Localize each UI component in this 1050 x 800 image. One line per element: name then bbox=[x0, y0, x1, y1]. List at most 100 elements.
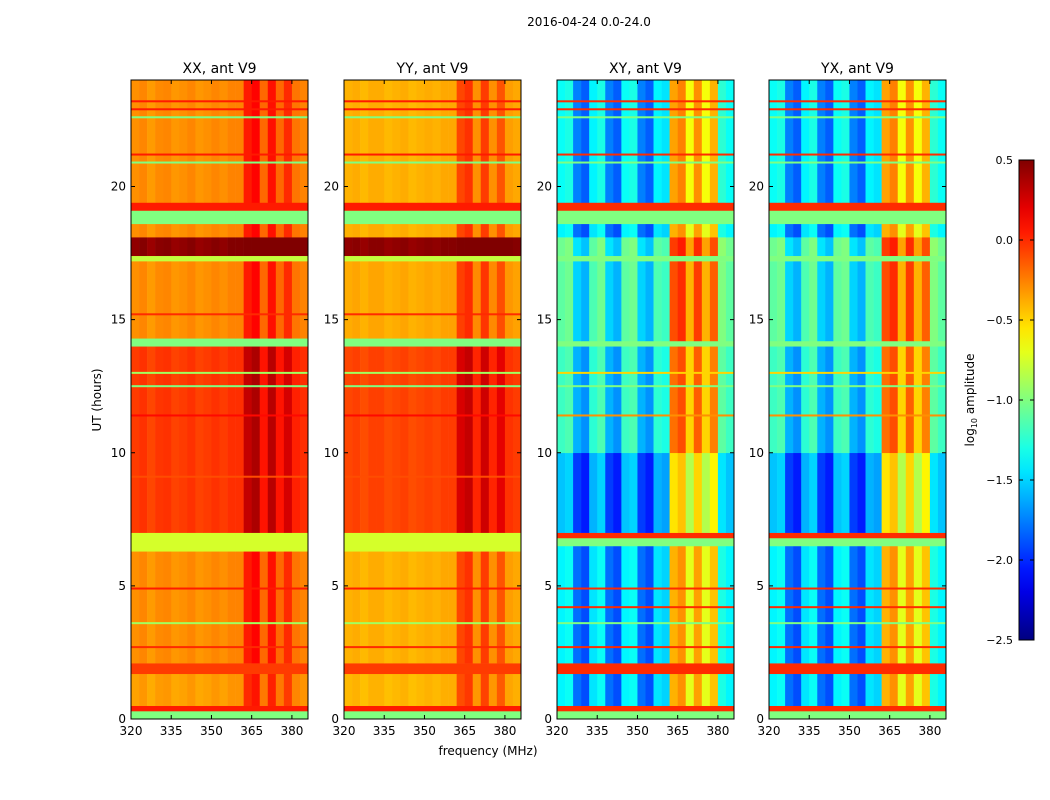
heatmap-cell bbox=[833, 346, 842, 454]
flagged-line bbox=[131, 622, 308, 625]
heatmap-cell bbox=[416, 346, 425, 533]
heatmap-cell bbox=[496, 80, 506, 203]
heatmap-cell bbox=[825, 237, 834, 257]
heatmap-cell bbox=[275, 80, 285, 203]
heatmap-cell bbox=[557, 237, 566, 257]
heatmap-cell bbox=[629, 223, 638, 238]
heatmap-cell bbox=[597, 223, 606, 238]
heatmap-cell bbox=[621, 261, 630, 342]
heatmap-cell bbox=[368, 237, 377, 257]
heatmap-cell bbox=[597, 346, 606, 454]
heatmap-cell bbox=[291, 223, 301, 238]
heatmap-cell bbox=[701, 673, 711, 706]
x-tick-label: 365 bbox=[240, 724, 263, 738]
heatmap-cell bbox=[817, 80, 826, 203]
heatmap-row bbox=[344, 255, 521, 262]
heatmap-cell bbox=[613, 80, 622, 203]
heatmap-cell bbox=[195, 673, 204, 706]
heatmap-cell bbox=[344, 237, 353, 257]
heatmap-cell bbox=[597, 80, 606, 203]
heatmap-row bbox=[557, 663, 734, 675]
heatmap-cell bbox=[392, 261, 401, 339]
heatmap-cell bbox=[139, 261, 148, 339]
heatmap-cell bbox=[424, 80, 433, 203]
heatmap-cell bbox=[267, 346, 277, 533]
heatmap-cell bbox=[565, 346, 574, 454]
heatmap-cell bbox=[905, 545, 915, 664]
heatmap-row bbox=[557, 537, 734, 547]
heatmap-cell bbox=[203, 673, 212, 706]
heatmap-cell bbox=[785, 346, 794, 454]
heatmap-cell bbox=[653, 237, 662, 257]
heatmap-cell bbox=[488, 346, 498, 533]
heatmap-cell bbox=[725, 452, 735, 533]
heatmap-cell bbox=[685, 673, 695, 706]
colorbar-label-rest: amplitude bbox=[963, 354, 977, 418]
heatmap-cell bbox=[187, 237, 196, 257]
heatmap-cell bbox=[817, 346, 826, 454]
heatmap-cell bbox=[629, 346, 638, 454]
heatmap-cell bbox=[621, 223, 630, 238]
heatmap-cell bbox=[565, 237, 574, 257]
y-tick-label: 15 bbox=[749, 313, 764, 327]
y-axis-label: UT (hours) bbox=[90, 368, 104, 431]
heatmap-cell bbox=[777, 223, 786, 238]
heatmap-cell bbox=[881, 346, 890, 454]
heatmap-cell bbox=[857, 223, 866, 238]
heatmap-cell bbox=[661, 223, 670, 238]
heatmap-cell bbox=[905, 223, 915, 238]
heatmap-cell bbox=[817, 452, 826, 533]
heatmap-cell bbox=[275, 551, 285, 664]
heatmap-cell bbox=[299, 237, 309, 257]
heatmap-cell bbox=[139, 223, 148, 238]
heatmap-cell bbox=[621, 452, 630, 533]
heatmap-cell bbox=[621, 545, 630, 664]
heatmap-cell bbox=[179, 237, 188, 257]
heatmap-cell bbox=[448, 80, 457, 203]
heatmap-cell bbox=[693, 545, 703, 664]
heatmap-cell bbox=[203, 261, 212, 339]
heatmap-cell bbox=[376, 80, 385, 203]
figure-title: 2016-04-24 0.0-24.0 bbox=[527, 15, 651, 29]
heatmap-cell bbox=[384, 80, 393, 203]
heatmap-cell bbox=[392, 551, 401, 664]
heatmap-cell bbox=[392, 346, 401, 533]
panel-yy: YY, ant V9 320 335 350 365 380 0 5 10 15 20 bbox=[324, 61, 522, 738]
heatmap-cell bbox=[408, 237, 417, 257]
heatmap-cell bbox=[275, 346, 285, 533]
heatmap-cell bbox=[865, 80, 874, 203]
heatmap-cell bbox=[645, 80, 654, 203]
heatmap-cell bbox=[905, 452, 915, 533]
y-tick-label: 10 bbox=[749, 446, 764, 460]
heatmap-cell bbox=[685, 452, 695, 533]
heatmap-cell bbox=[299, 80, 309, 203]
heatmap-cell bbox=[163, 673, 172, 706]
heatmap-cell bbox=[291, 237, 301, 257]
heatmap-cell bbox=[581, 261, 590, 342]
heatmap-cell bbox=[440, 673, 449, 706]
heatmap-cell bbox=[849, 237, 858, 257]
heatmap-cell bbox=[605, 261, 614, 342]
heatmap-cell bbox=[344, 223, 353, 238]
heatmap-cell bbox=[793, 346, 802, 454]
y-tick-label: 5 bbox=[118, 579, 126, 593]
heatmap-cell bbox=[235, 551, 244, 664]
flagged-line bbox=[131, 313, 308, 316]
x-tick-label: 350 bbox=[626, 724, 649, 738]
heatmap-cell bbox=[725, 545, 735, 664]
heatmap-cell bbox=[368, 673, 377, 706]
heatmap-cell bbox=[291, 551, 301, 664]
heatmap-cell bbox=[400, 346, 409, 533]
heatmap-cell bbox=[685, 80, 695, 203]
heatmap-cell bbox=[504, 237, 514, 257]
heatmap-cell bbox=[693, 223, 703, 238]
heatmap-cell bbox=[873, 237, 882, 257]
heatmap-cell bbox=[259, 237, 269, 257]
heatmap-cell bbox=[267, 223, 277, 238]
heatmap-cell bbox=[801, 452, 810, 533]
heatmap-cell bbox=[400, 673, 409, 706]
heatmap-cell bbox=[857, 237, 866, 257]
x-tick-label: 350 bbox=[413, 724, 436, 738]
heatmap-cell bbox=[251, 346, 261, 533]
panel-frame bbox=[768, 79, 947, 720]
